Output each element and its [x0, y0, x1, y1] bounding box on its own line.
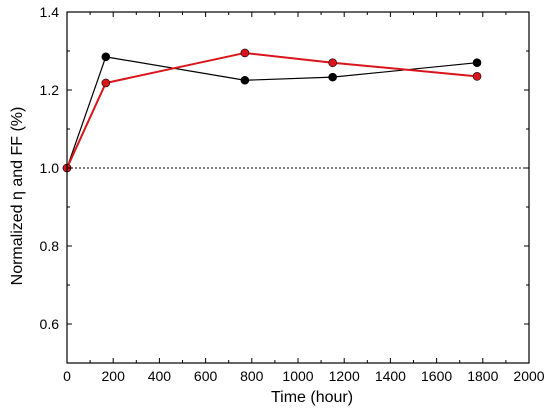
series-2-point — [101, 78, 111, 88]
series-1-point — [328, 72, 337, 82]
y-tick-label: 1.0 — [40, 160, 60, 176]
x-tick-label: 1600 — [421, 368, 452, 384]
x-tick-label: 600 — [194, 368, 218, 384]
y-tick-label: 0.8 — [40, 238, 60, 254]
series-1-line — [66, 56, 478, 169]
x-tick-label: 1400 — [375, 368, 406, 384]
series-2-point — [472, 72, 482, 81]
y-axis-title: Normalized η and FF (%) — [9, 107, 26, 286]
series-1-point — [472, 58, 482, 68]
x-tick-label: 1000 — [282, 368, 313, 384]
series-2-point — [240, 48, 250, 58]
x-tick-label: 800 — [240, 368, 264, 384]
x-tick-label: 2000 — [513, 368, 544, 384]
series-2-line — [66, 51, 478, 169]
x-tick-label: 1800 — [467, 368, 498, 384]
series-1-point — [240, 75, 250, 85]
series-1-point — [101, 52, 111, 62]
y-tick-label: 1.2 — [40, 82, 60, 98]
x-tick-label: 1200 — [329, 368, 360, 384]
y-tick-label: 0.6 — [40, 316, 60, 332]
y-tick-label: 1.4 — [40, 4, 60, 20]
x-tick-label: 0 — [63, 368, 71, 384]
x-tick-label: 400 — [148, 368, 172, 384]
series-2-point — [328, 58, 337, 68]
x-axis-title: Time (hour) — [271, 389, 353, 406]
x-tick-label: 200 — [102, 368, 126, 384]
